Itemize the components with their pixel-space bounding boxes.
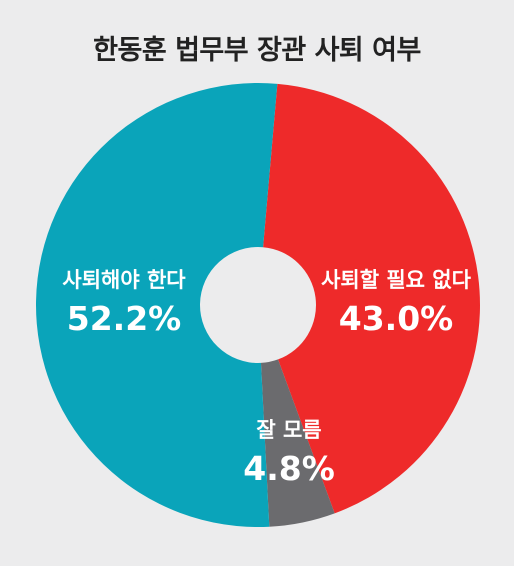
slice-category-label: 사퇴할 필요 없다 [321, 268, 472, 292]
slice-should-resign [36, 83, 278, 528]
slice-no-need-to-resign [263, 83, 480, 514]
slice-value-label: 52.2% [67, 299, 182, 338]
slice-category-label: 잘 모름 [256, 418, 321, 442]
slice-value-label: 43.0% [339, 299, 454, 338]
chart-title: 한동훈 법무부 장관 사퇴 여부 [93, 35, 421, 66]
slice-category-label: 사퇴해야 한다 [62, 268, 186, 292]
slice-unknown [260, 359, 335, 527]
slice-value-label: 4.8% [243, 449, 335, 488]
